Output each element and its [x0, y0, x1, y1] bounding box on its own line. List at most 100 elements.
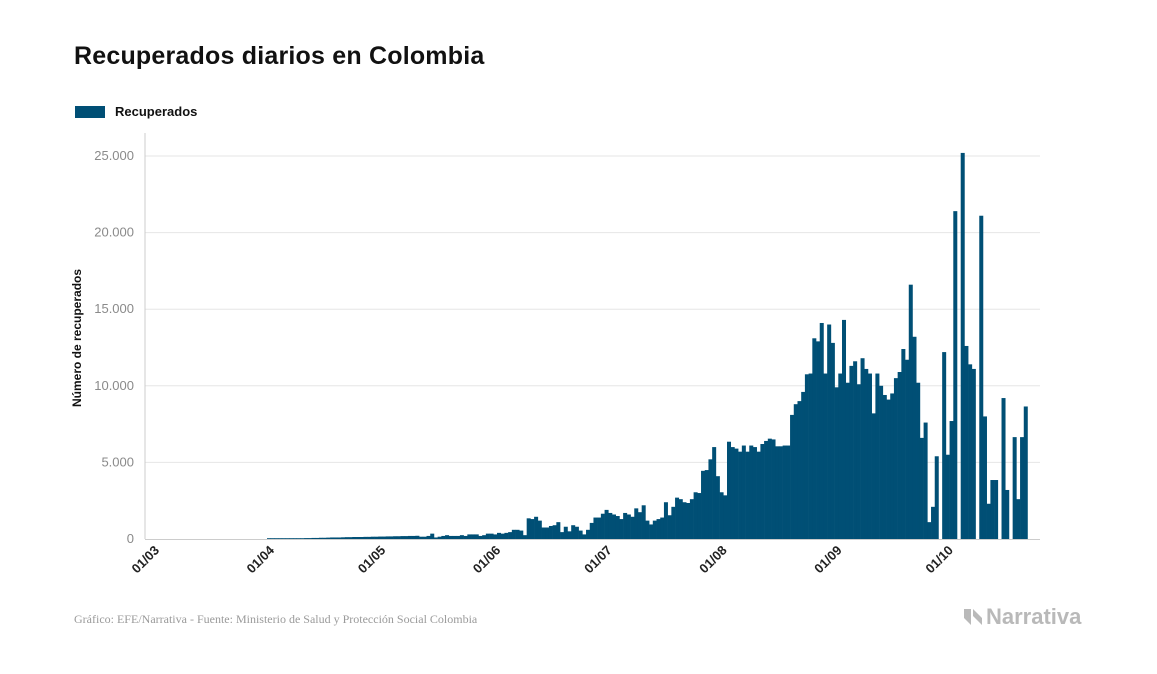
bar: [489, 533, 494, 539]
bar: [693, 492, 698, 539]
bar: [311, 537, 316, 539]
bar: [893, 378, 898, 539]
bar: [812, 338, 817, 539]
bar: [786, 445, 791, 539]
bar: [912, 336, 917, 539]
bar: [901, 349, 906, 539]
bar: [953, 211, 958, 539]
bar: [304, 538, 309, 539]
bar: [730, 447, 735, 539]
bar: [682, 502, 687, 539]
bar: [404, 536, 409, 539]
bar: [356, 537, 361, 539]
bar: [986, 503, 991, 539]
bar: [752, 447, 757, 539]
bar: [801, 391, 806, 539]
bar: [367, 536, 372, 539]
bar: [704, 470, 709, 539]
bar: [337, 537, 342, 539]
bar: [778, 446, 783, 539]
bar: [960, 152, 965, 540]
bar: [586, 529, 591, 539]
bar: [667, 515, 672, 539]
bar: [396, 536, 401, 539]
bar: [385, 536, 390, 539]
bar: [548, 525, 553, 539]
bar: [686, 503, 691, 539]
bar: [890, 393, 895, 539]
bar: [511, 529, 516, 539]
bar: [994, 480, 999, 539]
bar: [504, 532, 509, 539]
bar: [478, 535, 483, 539]
bar: [834, 387, 839, 539]
bar: [315, 537, 320, 539]
bar: [422, 536, 427, 539]
bar: [879, 385, 884, 539]
brand-name: Narrativa: [986, 604, 1082, 629]
bar: [767, 438, 772, 539]
bar: [756, 451, 761, 539]
bar: [571, 525, 576, 539]
bar: [574, 526, 579, 539]
bar: [589, 522, 594, 539]
bar: [979, 215, 984, 540]
bar: [270, 538, 275, 539]
bar: [400, 536, 405, 539]
bar: [597, 517, 602, 539]
bar: [623, 512, 628, 539]
bar: [493, 534, 498, 539]
chart-title: Recuperados diarios en Colombia: [74, 42, 485, 70]
bar: [945, 454, 950, 539]
bar: [326, 537, 331, 539]
bar: [875, 373, 880, 539]
bar: [775, 446, 780, 539]
bar: [849, 365, 854, 539]
bar: [864, 368, 869, 539]
bar: [482, 535, 487, 539]
bar: [942, 352, 947, 539]
bar: [471, 534, 476, 539]
legend-swatch: [75, 105, 105, 118]
bar: [934, 456, 939, 539]
bar: [497, 532, 502, 539]
bar: [649, 524, 654, 539]
bar: [593, 517, 598, 539]
bar: [556, 522, 561, 539]
y-tick-label: 20.000: [94, 225, 134, 240]
bar: [645, 520, 650, 539]
bar: [641, 505, 646, 539]
bar: [363, 536, 368, 539]
bar: [530, 519, 535, 539]
bar-chart: 0 5.000 10.000 15.000 20.000 25.000 01/03 01/04…: [70, 133, 1040, 577]
bar: [871, 413, 876, 539]
bar: [823, 373, 828, 539]
bar: [1001, 398, 1006, 539]
bar: [749, 445, 754, 539]
bar: [407, 535, 412, 539]
bar: [764, 440, 769, 539]
bar: [318, 537, 323, 539]
x-tick-label: 01/06: [470, 543, 504, 577]
bar: [897, 372, 902, 539]
bar: [281, 538, 286, 539]
bar: [734, 448, 739, 539]
bar: [448, 535, 453, 539]
source-note: Gráfico: EFE/Narrativa - Fuente: Ministe…: [74, 612, 478, 626]
bar: [760, 444, 765, 539]
bar: [333, 537, 338, 539]
bar: [656, 519, 661, 539]
bar: [842, 319, 847, 539]
bar: [433, 537, 438, 539]
bar: [1016, 499, 1021, 539]
bar: [274, 538, 279, 539]
bar: [604, 509, 609, 539]
bar: [563, 526, 568, 539]
narrativa-logo-icon: [964, 609, 982, 625]
bar: [793, 404, 798, 539]
bar: [278, 538, 283, 539]
bar: [352, 537, 357, 539]
bar: [522, 535, 527, 539]
bar: [552, 525, 557, 539]
bar: [630, 516, 635, 539]
